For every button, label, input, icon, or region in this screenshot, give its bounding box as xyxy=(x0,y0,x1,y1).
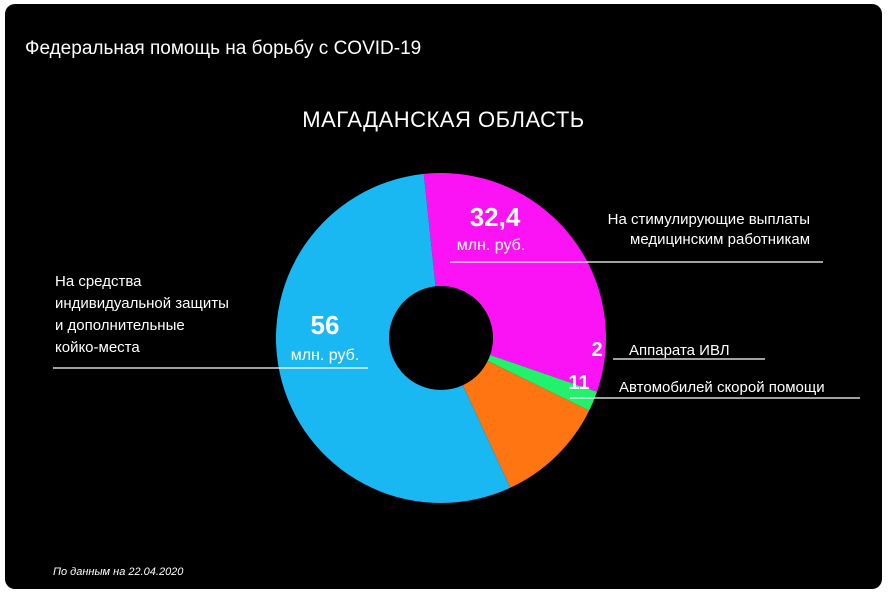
slice-payments xyxy=(423,173,606,392)
category-label-payments: На стимулирующие выплаты xyxy=(608,211,810,228)
category-label-ambulances: Автомобилей скорой помощи xyxy=(619,379,825,396)
value-label-ambulances: 11 xyxy=(568,372,589,394)
infographic-panel: Федеральная помощь на борьбу с COVID-19 … xyxy=(5,4,882,589)
value-label-protection: 56 xyxy=(311,310,340,340)
slices-group xyxy=(276,173,606,503)
value-label-ventilators: 2 xyxy=(591,339,602,361)
category-label-payments: медицинским работникам xyxy=(630,231,810,248)
value-label-payments: 32,4 xyxy=(470,202,521,232)
category-label-protection: койко-места xyxy=(55,339,140,356)
data-date-note: По данным на 22.04.2020 xyxy=(53,566,184,578)
chart-title: МАГАДАНСКАЯ ОБЛАСТЬ xyxy=(302,107,585,132)
leader-lines-group xyxy=(53,261,860,399)
donut-chart: 32,4 млн. руб. На стимулирующие выплаты мед… xyxy=(53,173,860,503)
slice-ventilators xyxy=(487,354,597,411)
category-label-protection: и дополнительные xyxy=(55,317,185,334)
header-title: Федеральная помощь на борьбу с COVID-19 xyxy=(25,38,422,59)
unit-label-payments: млн. руб. xyxy=(457,237,526,254)
category-label-ventilators: Аппарата ИВЛ xyxy=(629,342,730,359)
slice-protection xyxy=(276,173,511,503)
category-label-protection: На средства xyxy=(55,273,142,290)
unit-label-protection: млн. руб. xyxy=(291,347,360,364)
category-label-protection: индивидуальной защиты xyxy=(55,295,229,312)
slice-ambulances xyxy=(462,360,590,488)
labels-group: 32,4 млн. руб. На стимулирующие выплаты мед… xyxy=(55,202,825,396)
